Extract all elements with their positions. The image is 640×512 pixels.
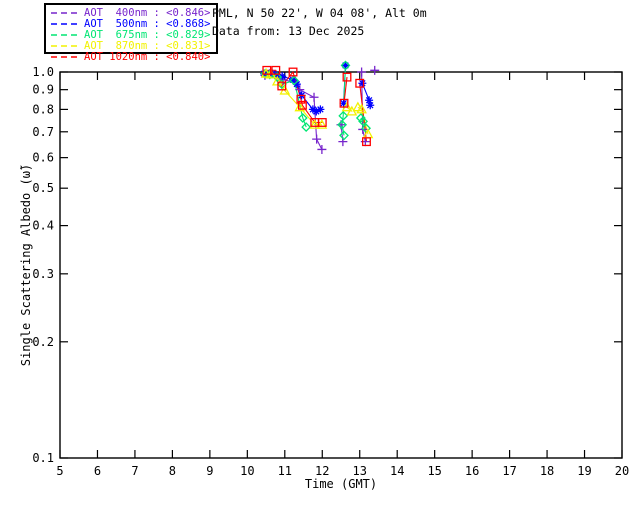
plot-frame (59, 71, 623, 459)
marker-diamond (358, 116, 369, 127)
y-tick-label: 0.5 (32, 181, 54, 195)
marker-square (297, 100, 307, 110)
x-tick-label: 5 (56, 464, 63, 478)
x-tick-label: 18 (540, 464, 554, 478)
y-tick-label: 0.7 (32, 125, 54, 139)
marker-triangle (260, 67, 272, 78)
marker-asterisk (366, 101, 375, 110)
marker-asterisk (339, 99, 348, 108)
marker-plus (370, 65, 380, 75)
x-tick-label: 8 (169, 464, 176, 478)
header-block: PML, N 50 22', W 04 08', Alt 0m Data fro… (212, 4, 427, 40)
marker-diamond (355, 113, 366, 123)
marker-diamond (340, 60, 351, 71)
legend-box: AOT 400nm : <0.846> AOT 500nm : <0.868> AO… (44, 3, 219, 63)
marker-asterisk (316, 105, 325, 114)
legend-entry-1020nm: AOT 1020nm : <0.840> (51, 50, 211, 63)
y-tick-label: 0.1 (32, 451, 54, 465)
marker-diamond (337, 119, 348, 130)
x-tick-label: 6 (94, 464, 101, 478)
marker-diamond (339, 130, 349, 141)
y-tick-label: 0.4 (32, 219, 54, 233)
marker-plus (317, 144, 327, 154)
y-axis-label: Single Scattering Albedo (ω̃) (19, 164, 33, 366)
legend-dash-sample-1020nm (51, 55, 79, 58)
x-axis-label: Time (GMT) (305, 477, 377, 491)
marker-asterisk (278, 72, 287, 81)
marker-asterisk (292, 80, 301, 89)
marker-square (339, 98, 349, 108)
marker-square (262, 65, 272, 75)
legend-label-870nm: AOT 870nm : <0.831> (84, 39, 211, 52)
marker-square (277, 81, 287, 91)
y-tick-label: 0.3 (32, 267, 54, 281)
x-tick-label: 17 (502, 464, 516, 478)
marker-asterisk (365, 96, 374, 105)
marker-asterisk (308, 105, 317, 114)
marker-diamond (289, 75, 300, 86)
x-tick-label: 12 (315, 464, 329, 478)
legend-entry-870nm: AOT 870nm : <0.831> (51, 39, 211, 52)
marker-plus (309, 92, 319, 102)
marker-diamond (276, 79, 287, 90)
x-tick-label: 10 (240, 464, 254, 478)
x-tick-label: 11 (278, 464, 292, 478)
y-tick-label: 1.0 (32, 65, 54, 79)
x-tick-label: 20 (615, 464, 629, 478)
site-location-text: PML, N 50 22', W 04 08', Alt 0m (212, 6, 427, 20)
marker-triangle (316, 118, 328, 129)
marker-triangle (294, 101, 306, 112)
x-tick-label: 14 (390, 464, 404, 478)
legend-entry-500nm: AOT 500nm : <0.868> (51, 17, 211, 30)
y-tick-label: 0.9 (32, 83, 54, 97)
marker-plus (312, 134, 322, 144)
legend-entry-675nm: AOT 675nm : <0.829> (51, 28, 211, 41)
marker-plus (357, 67, 367, 77)
legend-dash-sample-870nm (51, 44, 79, 47)
legend-label-400nm: AOT 400nm : <0.846> (84, 6, 211, 19)
marker-square (355, 78, 365, 88)
marker-asterisk (289, 75, 298, 84)
marker-square (271, 65, 281, 75)
marker-square (288, 67, 298, 77)
marker-asterisk (341, 61, 350, 70)
x-tick-label: 13 (353, 464, 367, 478)
marker-square (362, 137, 371, 147)
legend-entry-400nm: AOT 400nm : <0.846> (51, 6, 211, 19)
marker-asterisk (358, 79, 367, 88)
x-tick-label: 7 (131, 464, 138, 478)
x-tick-label: 9 (206, 464, 213, 478)
marker-triangle (271, 75, 283, 86)
marker-asterisk (312, 107, 321, 116)
marker-diamond (301, 122, 312, 132)
x-tick-label: 16 (465, 464, 479, 478)
marker-triangle (356, 103, 367, 114)
y-tick-label: 0.8 (32, 102, 54, 116)
marker-diamond (338, 110, 349, 121)
legend-label-675nm: AOT 675nm : <0.829> (84, 28, 211, 41)
data-date-text: Data from: 13 Dec 2025 (212, 24, 365, 38)
legend-dash-sample-675nm (51, 33, 79, 36)
legend-dash-sample-500nm (51, 22, 79, 25)
x-tick-label: 15 (427, 464, 441, 478)
y-tick-label: 0.6 (32, 151, 54, 165)
marker-square (296, 94, 306, 104)
x-tick-label: 19 (577, 464, 591, 478)
legend-dash-sample-400nm (51, 11, 79, 14)
marker-triangle (309, 118, 321, 129)
series-line-675nm (341, 65, 347, 136)
marker-asterisk (272, 71, 281, 80)
y-tick-label: 0.2 (32, 335, 54, 349)
legend-label-1020nm: AOT 1020nm : <0.840> (84, 50, 211, 63)
marker-square (342, 72, 352, 82)
marker-diamond (297, 113, 308, 123)
marker-square (317, 118, 327, 127)
legend-label-500nm: AOT 500nm : <0.868> (84, 17, 211, 30)
